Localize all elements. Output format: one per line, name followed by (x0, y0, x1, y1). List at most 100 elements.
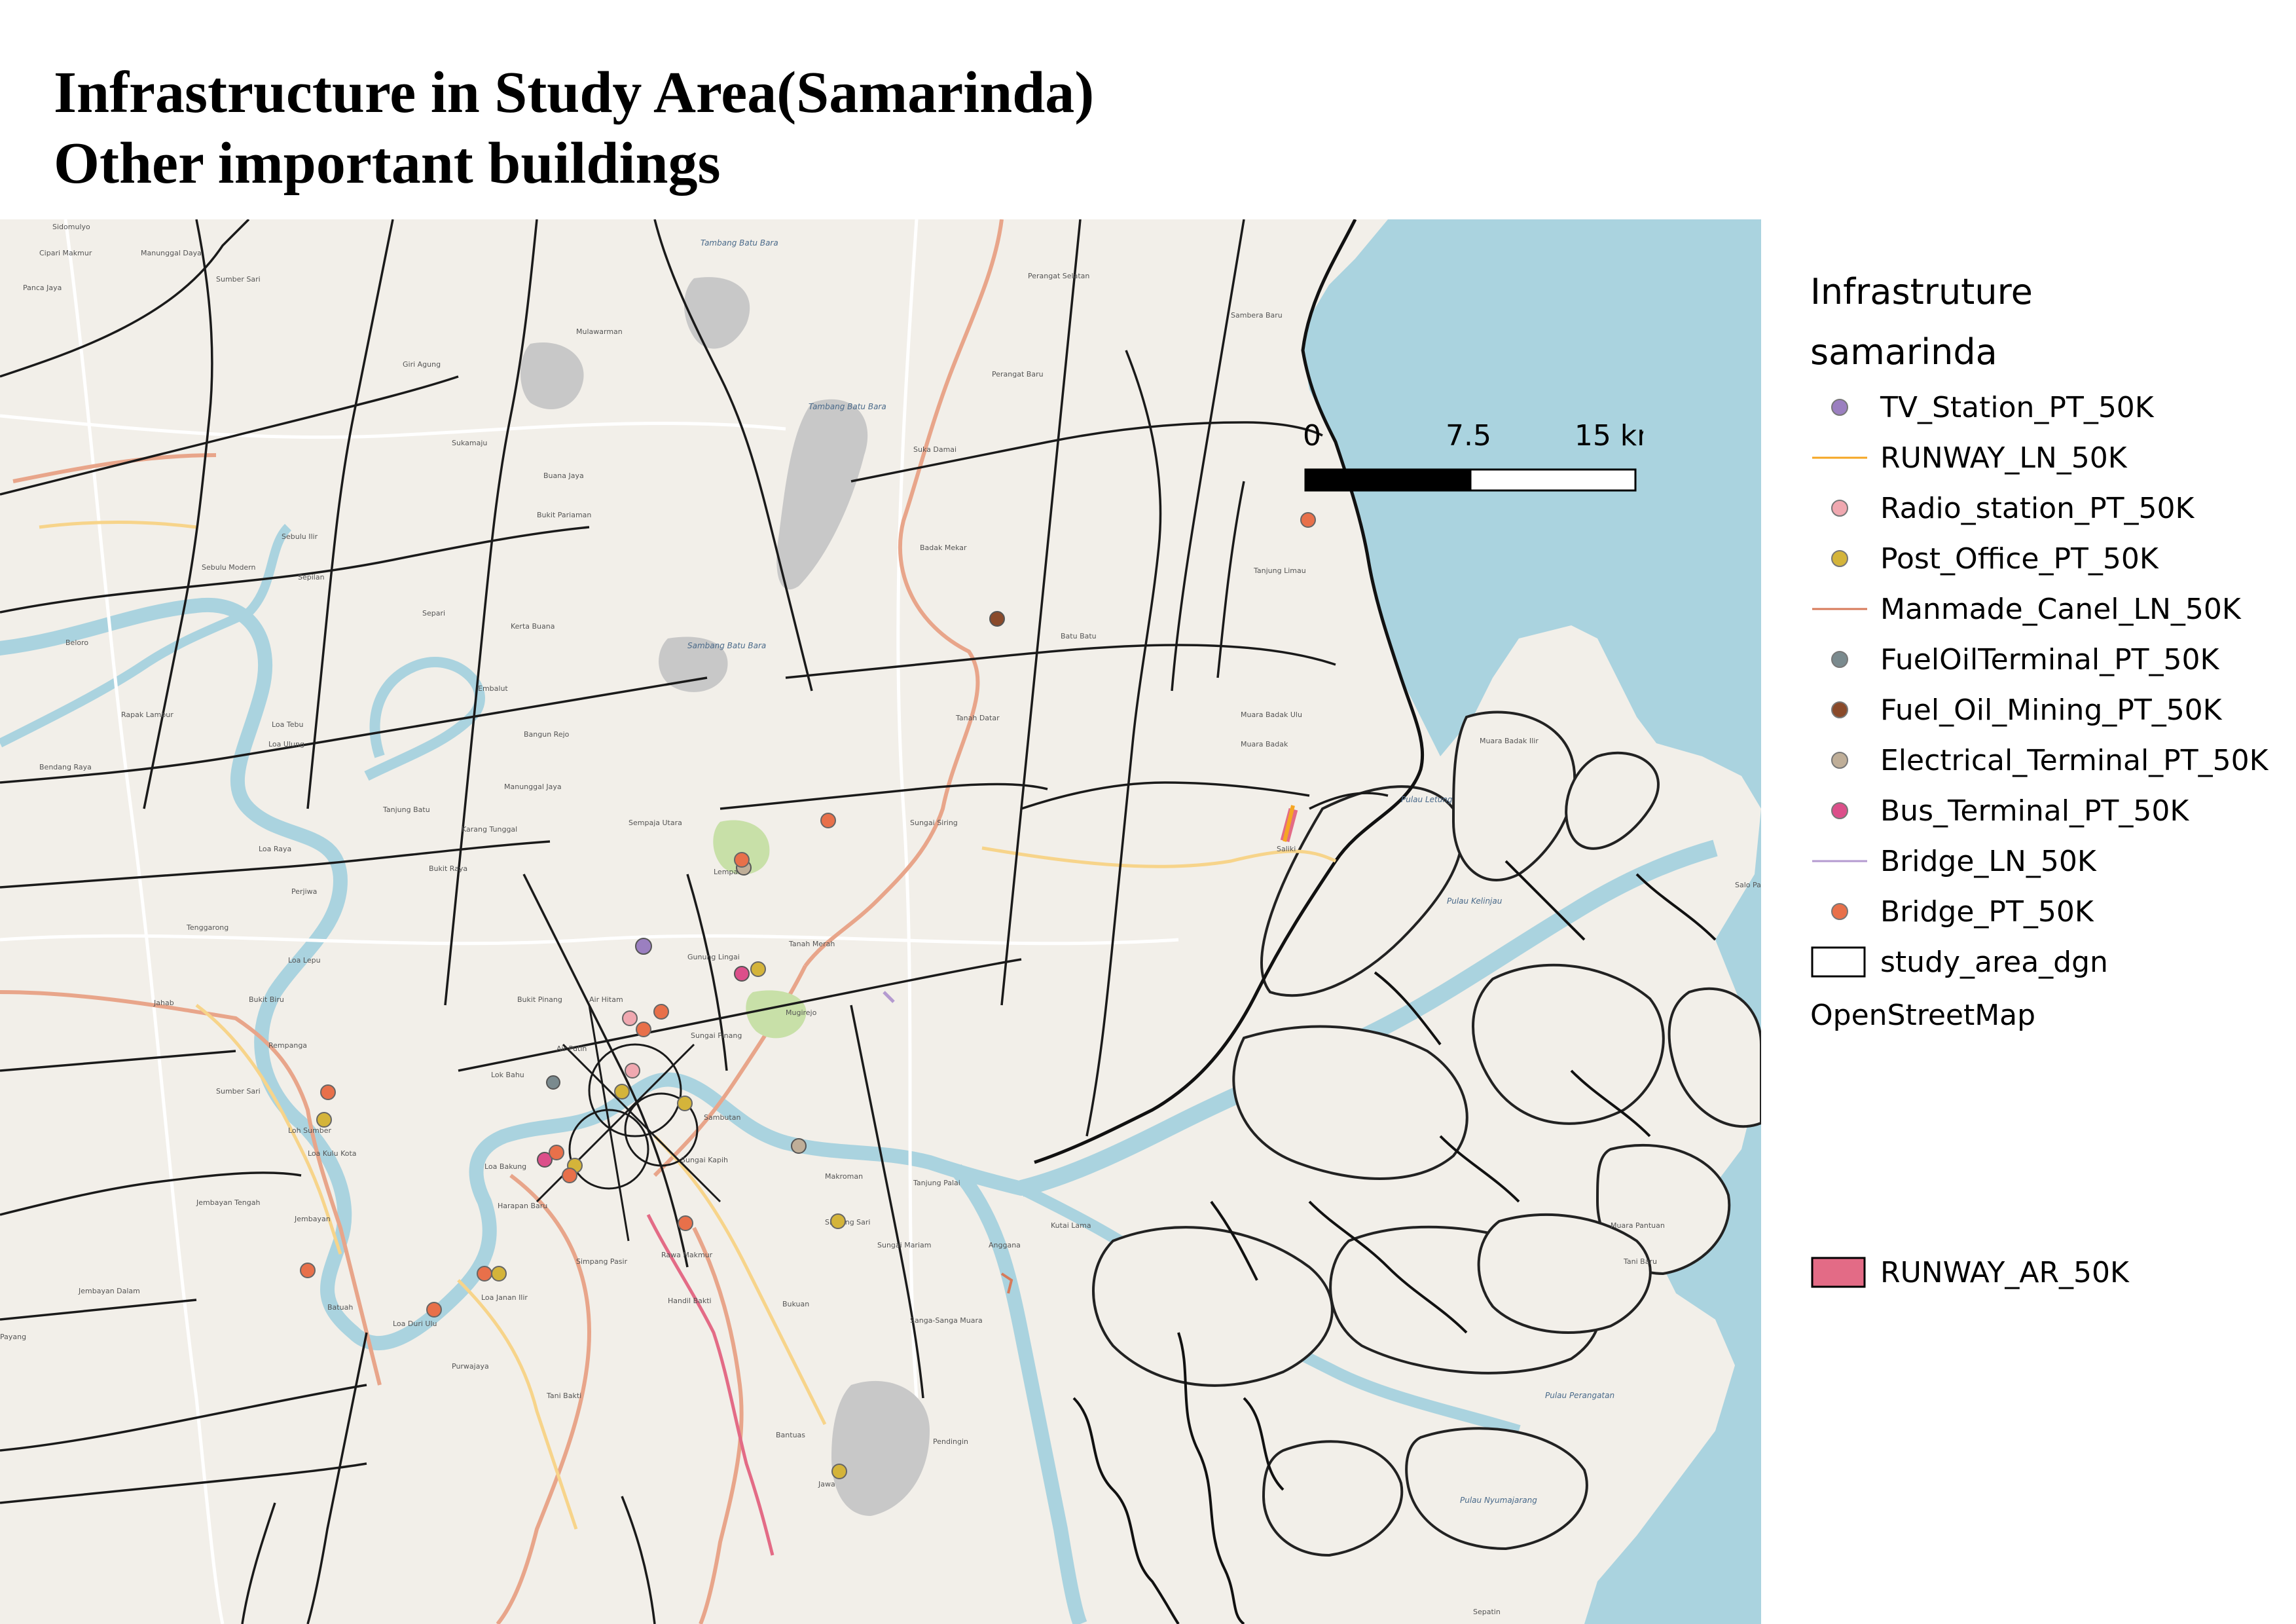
bridge-point[interactable] (653, 1004, 669, 1020)
svg-text:Bangun Rejo: Bangun Rejo (524, 730, 570, 739)
svg-text:Tanjung Palai: Tanjung Palai (913, 1179, 960, 1187)
legend-line-swatch (1812, 456, 1867, 459)
svg-text:Loa Kulu Kota: Loa Kulu Kota (308, 1149, 357, 1158)
river-upper-branch (364, 657, 485, 781)
svg-text:Manunggal Daya: Manunggal Daya (141, 249, 202, 257)
radio-station-points[interactable] (622, 1010, 640, 1079)
bridge-point[interactable] (562, 1168, 577, 1183)
svg-text:Separi: Separi (422, 609, 445, 618)
svg-text:Air Hitam: Air Hitam (589, 995, 623, 1004)
svg-text:Loa Janan Ilir: Loa Janan Ilir (481, 1293, 528, 1302)
legend-item: TV_Station_PT_50K (1810, 382, 2282, 433)
svg-text:Mugirejo: Mugirejo (786, 1008, 817, 1017)
scale-segment-2 (1469, 468, 1637, 492)
north-river (0, 524, 292, 748)
svg-text:Sepatin: Sepatin (1473, 1608, 1501, 1616)
svg-text:Sanga-Sanga Muara: Sanga-Sanga Muara (910, 1316, 983, 1325)
bridge-point[interactable] (477, 1266, 492, 1282)
post-office-point[interactable] (830, 1213, 846, 1229)
svg-text:Harapan Baru: Harapan Baru (498, 1202, 547, 1210)
svg-text:Loa Lepu: Loa Lepu (288, 956, 321, 965)
legend-item: study_area_dgn (1810, 937, 2282, 987)
post-office-point[interactable] (614, 1084, 630, 1099)
svg-text:Loa Bakung: Loa Bakung (484, 1162, 526, 1171)
study-area-boundaries (0, 219, 1389, 1624)
bridge-line (883, 991, 895, 1003)
svg-text:Giri Agung: Giri Agung (403, 360, 441, 369)
fuel-oil-terminal-points[interactable] (546, 1075, 560, 1090)
radio-station-point[interactable] (625, 1063, 640, 1079)
bridge-point[interactable] (1300, 512, 1316, 528)
svg-text:Pulau Nyumajarang: Pulau Nyumajarang (1460, 1496, 1537, 1505)
legend-runway-area-label: RUNWAY_AR_50K (1880, 1256, 2129, 1289)
fuel-oil-mining-points[interactable] (989, 611, 1005, 627)
svg-text:Muara Pantuan: Muara Pantuan (1611, 1221, 1665, 1230)
svg-text:Jembayan: Jembayan (294, 1215, 331, 1223)
svg-text:Makroman: Makroman (825, 1172, 863, 1181)
svg-text:Batuah: Batuah (327, 1303, 353, 1312)
fuel-oil-mining-point[interactable] (989, 611, 1005, 627)
bus-terminal-point[interactable] (537, 1152, 553, 1168)
svg-text:Bukuan: Bukuan (782, 1300, 809, 1308)
legend-group-title: Infrastruture (1810, 271, 2033, 312)
legend-point-swatch (1831, 500, 1848, 517)
bus-terminal-points[interactable] (537, 966, 750, 1168)
post-office-point[interactable] (677, 1096, 693, 1111)
tv-station-point[interactable] (635, 938, 652, 955)
svg-text:Karang Tunggal: Karang Tunggal (462, 825, 517, 834)
svg-text:Sempaja Utara: Sempaja Utara (629, 819, 682, 827)
pink-road (646, 1213, 774, 1556)
bridge-points[interactable] (300, 512, 1316, 1318)
bridge-point[interactable] (320, 1084, 336, 1100)
bridge-point[interactable] (426, 1302, 442, 1318)
svg-text:Tenggarong: Tenggarong (186, 923, 228, 932)
tv-station-points[interactable] (635, 938, 652, 955)
svg-text:Bukit Biru: Bukit Biru (249, 995, 284, 1004)
legend-item-label: Post_Office_PT_50K (1880, 542, 2159, 576)
bridge-point[interactable] (734, 852, 750, 868)
svg-text:Saliki: Saliki (1277, 845, 1296, 853)
legend-polygon-swatch (1811, 946, 1866, 978)
svg-text:Loa Tebu: Loa Tebu (272, 720, 303, 729)
map-frame[interactable]: Sidomulyo Cipari Makmur Manunggal Daya S… (0, 219, 1761, 1624)
legend-point-swatch (1831, 802, 1848, 819)
bridge-point[interactable] (678, 1215, 693, 1231)
svg-text:Loa Raya: Loa Raya (259, 845, 291, 853)
svg-text:Sumber Sari: Sumber Sari (216, 1087, 261, 1096)
svg-text:Sepilan: Sepilan (298, 573, 325, 581)
bridge-point[interactable] (549, 1145, 564, 1160)
post-office-point[interactable] (831, 1464, 847, 1479)
svg-text:Pulau Kelinjau: Pulau Kelinjau (1447, 896, 1503, 906)
legend-point-swatch (1831, 550, 1848, 567)
map-subtitle: Other important buildings (54, 131, 721, 196)
bus-terminal-point[interactable] (734, 966, 750, 982)
svg-text:Jawa: Jawa (818, 1480, 835, 1488)
svg-text:Jahab: Jahab (153, 999, 174, 1007)
svg-text:Lok Bahu: Lok Bahu (491, 1071, 524, 1079)
legend-item: FuelOilTerminal_PT_50K (1810, 635, 2282, 685)
post-office-point[interactable] (491, 1266, 507, 1282)
map-canvas[interactable]: Sidomulyo Cipari Makmur Manunggal Daya S… (0, 219, 1761, 1624)
svg-text:Gunung Lingai: Gunung Lingai (687, 953, 740, 961)
radio-station-point[interactable] (622, 1010, 638, 1026)
bridge-point[interactable] (820, 813, 836, 828)
legend-item-label: Fuel_Oil_Mining_PT_50K (1880, 693, 2222, 727)
svg-text:Rapak Lambur: Rapak Lambur (121, 710, 173, 719)
post-office-point[interactable] (750, 961, 766, 977)
post-office-point[interactable] (316, 1112, 332, 1128)
svg-text:Cipari Makmur: Cipari Makmur (39, 249, 92, 257)
fuel-oil-terminal-point[interactable] (546, 1075, 560, 1090)
svg-text:Tanah Datar: Tanah Datar (955, 714, 1000, 722)
svg-text:Sukamaju: Sukamaju (452, 439, 487, 447)
bridge-point[interactable] (300, 1263, 316, 1278)
legend-line-swatch (1812, 608, 1867, 610)
svg-text:Pulau Perangatan: Pulau Perangatan (1545, 1391, 1614, 1400)
electrical-terminal-point[interactable] (791, 1138, 807, 1154)
legend-item-label: RUNWAY_LN_50K (1880, 441, 2127, 475)
svg-text:Buana Jaya: Buana Jaya (543, 471, 584, 480)
bridge-point[interactable] (636, 1022, 651, 1037)
svg-text:Salo Palai: Salo Palai (1735, 881, 1761, 889)
svg-text:Perangat Baru: Perangat Baru (992, 370, 1044, 378)
legend-item: Radio_station_PT_50K (1810, 483, 2282, 534)
svg-text:Bukit Raya: Bukit Raya (429, 864, 467, 873)
